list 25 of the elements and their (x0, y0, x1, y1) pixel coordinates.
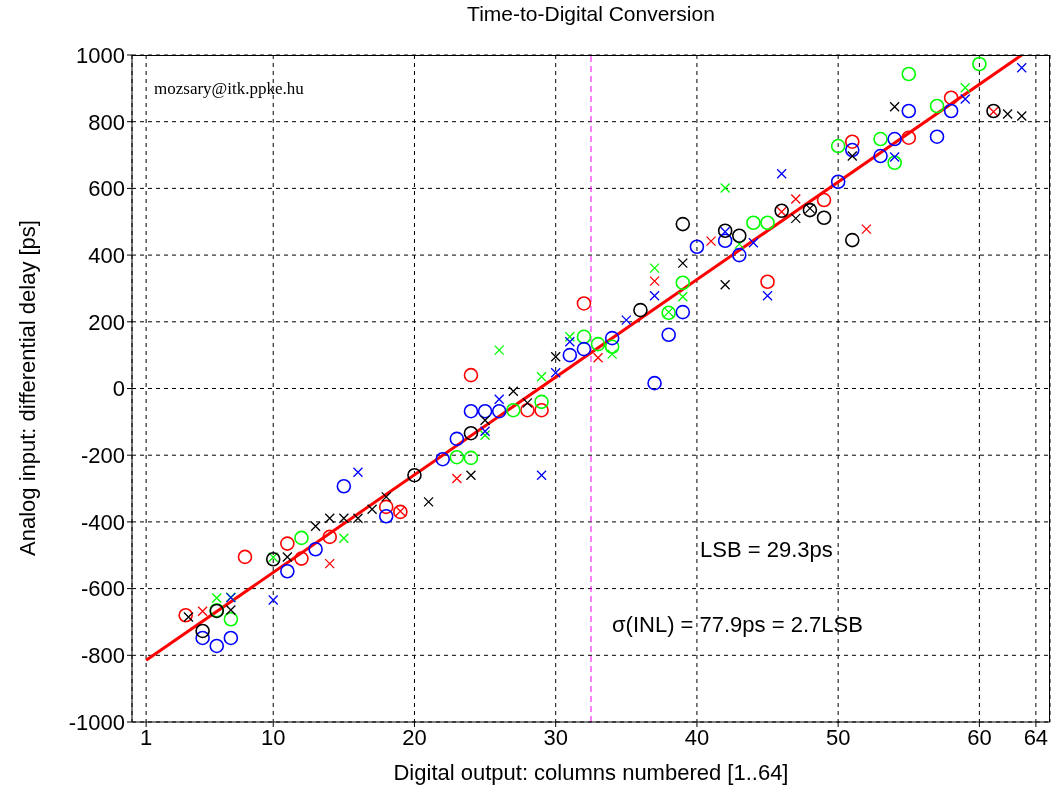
x-tick-label: 40 (684, 724, 710, 750)
chart-title: Time-to-Digital Conversion (466, 2, 716, 26)
x-tick-label: 10 (260, 724, 286, 750)
x-tick-label: 20 (402, 724, 427, 750)
y-tick-label: -800 (80, 643, 125, 669)
y-axis-title: Analog input: differential delay [ps] (15, 218, 41, 558)
y-tick-label: 800 (88, 109, 125, 135)
annotation: LSB = 29.3ps (700, 537, 833, 563)
y-tick-label: 400 (88, 242, 125, 268)
y-tick-label: 200 (88, 309, 125, 335)
y-tick-label: 0 (112, 376, 125, 402)
y-tick-label: -600 (80, 576, 125, 602)
x-tick-label: 60 (967, 724, 992, 750)
y-tick-label: 1000 (76, 42, 125, 68)
x-tick-label: 1 (140, 724, 153, 750)
y-tick-label: -1000 (68, 709, 125, 735)
y-tick-label: -400 (80, 509, 125, 535)
x-tick-label: 64 (1023, 724, 1049, 750)
x-axis-title: Digital output: columns numbered [1..64] (392, 760, 790, 786)
annotation: mozsary@itk.ppke.hu (154, 79, 304, 99)
x-tick-label: 30 (543, 724, 568, 750)
annotation: σ(INL) = 77.9ps = 2.7LSB (612, 612, 863, 638)
x-tick-label: 50 (825, 724, 851, 750)
y-tick-label: 600 (88, 176, 125, 202)
y-tick-label: -200 (80, 443, 125, 469)
